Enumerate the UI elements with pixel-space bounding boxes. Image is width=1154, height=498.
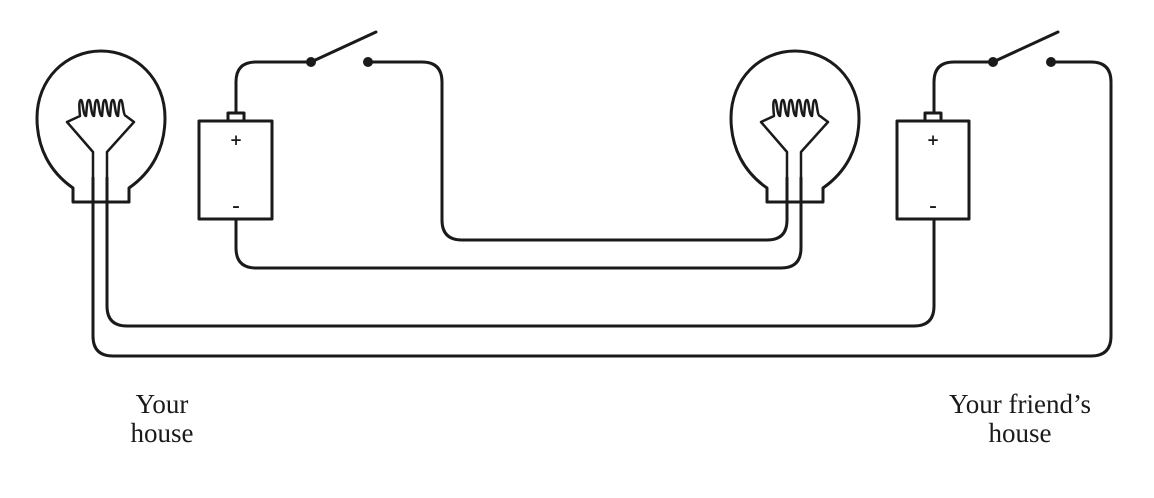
battery-your-house: + – (197, 111, 274, 221)
label-your-house-line1: Your (135, 389, 189, 419)
battery-friends-house: + – (895, 111, 971, 221)
label-your-house: Your house (112, 390, 212, 448)
bulb-glass-right (729, 49, 861, 204)
battery-minus-left: – (232, 197, 240, 215)
bulb-your-house (35, 49, 167, 204)
bulb-glass-left (35, 49, 167, 204)
switch-lever-left (309, 30, 378, 64)
wire-right-battery-to-switch (932, 60, 995, 115)
switch-lever-right (991, 30, 1060, 64)
wire-left-switch-to-right-bulb (366, 60, 789, 242)
switch-friends-house (988, 30, 1060, 67)
bulb-filament-right (759, 98, 830, 180)
battery-plus-right: + (927, 131, 940, 149)
label-friends-house-line1: Your friend’s (948, 389, 1091, 419)
battery-plus-left: + (230, 131, 243, 149)
battery-minus-right: – (929, 197, 937, 215)
label-your-house-line2: house (130, 418, 194, 448)
label-friends-house-line2: house (988, 418, 1052, 448)
switch-your-house (306, 30, 378, 67)
bulb-filament-left (65, 98, 136, 180)
wire-left-battery-to-right-bulb (234, 176, 803, 270)
bulb-friends-house (729, 49, 861, 204)
wires (91, 60, 1113, 358)
label-friends-house: Your friend’s house (930, 390, 1110, 448)
wire-left-bulb-to-right-switch (91, 60, 1113, 358)
wire-left-bulb-to-right-battery (105, 176, 936, 328)
wire-left-battery-to-switch (234, 60, 313, 115)
